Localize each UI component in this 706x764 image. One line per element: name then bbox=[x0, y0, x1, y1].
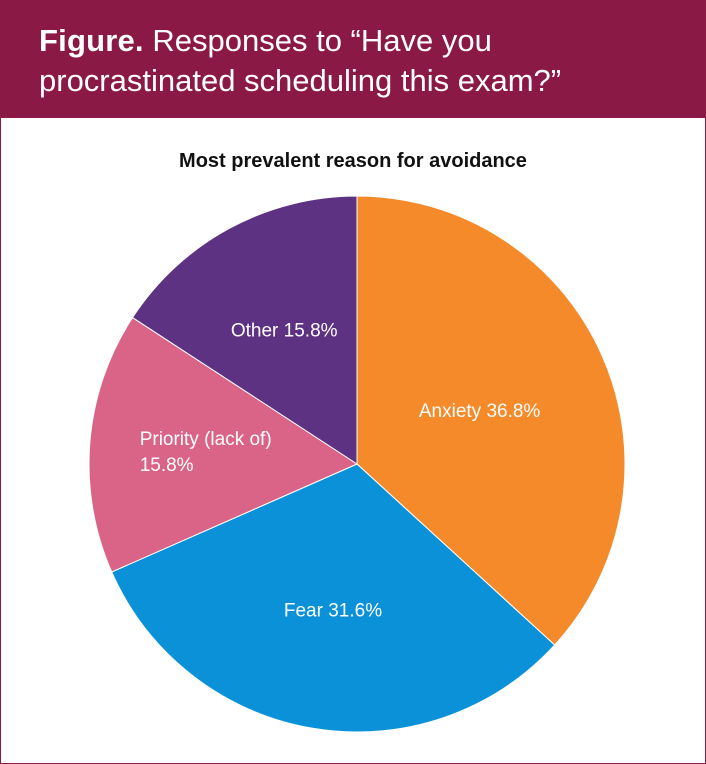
pie-slice-fear bbox=[111, 463, 556, 733]
figure-label: Figure. bbox=[39, 23, 144, 58]
figure-header: Figure. Responses to “Have you procrasti… bbox=[1, 1, 705, 118]
pie-slice-other bbox=[131, 195, 358, 465]
pie-label-anxiety: Anxiety 36.8% bbox=[419, 401, 541, 422]
pie-label-other: Other 15.8% bbox=[231, 321, 338, 342]
chart-title: Most prevalent reason for avoidance bbox=[179, 150, 527, 172]
pie-slice-priority-lack-of bbox=[88, 316, 359, 573]
figure-caption: Responses to “Have you procrastinated sc… bbox=[39, 23, 562, 98]
pie-slice-anxiety bbox=[356, 195, 626, 646]
figure-caption-block: Figure. Responses to “Have you procrasti… bbox=[39, 21, 679, 101]
pie-label-fear: Fear 31.6% bbox=[284, 600, 382, 621]
pie-label-priority-lack-of: Priority (lack of) 15.8% bbox=[140, 429, 272, 476]
